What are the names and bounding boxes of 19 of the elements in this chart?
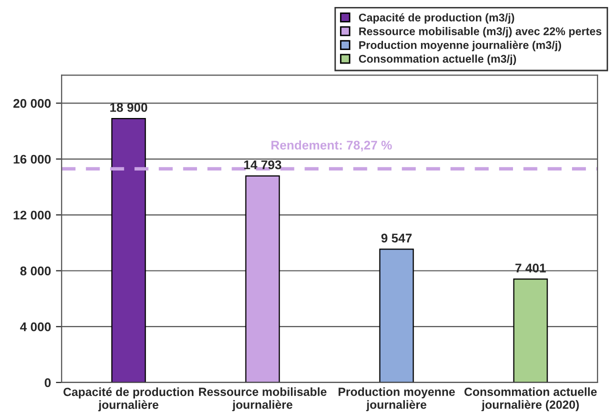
- y-tick-label: 0: [44, 378, 51, 388]
- y-tick-label: 20 000: [13, 98, 51, 108]
- y-tick-label: 16 000: [14, 154, 51, 164]
- y-tick-label: 12 000: [14, 210, 51, 220]
- x-tick-label: Capacité de production journalière: [63, 387, 194, 412]
- x-tick-label: Ressource mobilisable journalière: [199, 387, 326, 412]
- legend-label: Consommation actuelle (m3/j): [358, 54, 516, 65]
- data-label: 18 900: [110, 103, 148, 112]
- annotation: Rendement: 78,27 %: [271, 140, 392, 152]
- y-tick-label: 4 000: [20, 322, 51, 332]
- y-tick-label: 8 000: [20, 266, 51, 276]
- legend-label: Production moyenne journalière (m3/j): [359, 40, 562, 52]
- x-tick-label: Production moyenne journalière: [338, 387, 455, 412]
- data-label: 14 793: [244, 160, 282, 170]
- data-label: 9 547: [381, 234, 412, 243]
- x-tick-label: Consommation actuelle journalière (2020): [464, 387, 597, 412]
- data-label: 7 401: [515, 264, 546, 272]
- legend-label: Capacité de production (m3/j): [358, 13, 514, 24]
- legend-label: Ressource mobilisable (m3/j) avec 22% pertes: [359, 27, 602, 38]
